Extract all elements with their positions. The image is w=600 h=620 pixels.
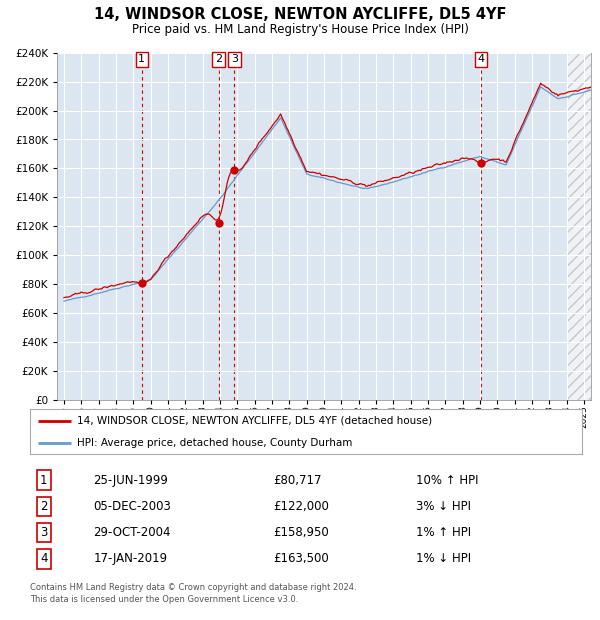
Text: 29-OCT-2004: 29-OCT-2004: [94, 526, 171, 539]
Text: HPI: Average price, detached house, County Durham: HPI: Average price, detached house, Coun…: [77, 438, 352, 448]
Text: 3: 3: [231, 55, 238, 64]
Text: 3: 3: [40, 526, 47, 539]
Text: 05-DEC-2003: 05-DEC-2003: [94, 500, 172, 513]
Text: £158,950: £158,950: [273, 526, 329, 539]
Text: 10% ↑ HPI: 10% ↑ HPI: [416, 474, 479, 487]
Text: 3% ↓ HPI: 3% ↓ HPI: [416, 500, 472, 513]
Text: 14, WINDSOR CLOSE, NEWTON AYCLIFFE, DL5 4YF: 14, WINDSOR CLOSE, NEWTON AYCLIFFE, DL5 …: [94, 7, 506, 22]
Text: 17-JAN-2019: 17-JAN-2019: [94, 552, 167, 565]
Text: 25-JUN-1999: 25-JUN-1999: [94, 474, 169, 487]
Text: 4: 4: [40, 552, 47, 565]
Text: 1: 1: [138, 55, 145, 64]
Text: This data is licensed under the Open Government Licence v3.0.: This data is licensed under the Open Gov…: [30, 595, 298, 604]
Text: £163,500: £163,500: [273, 552, 329, 565]
Text: 1% ↑ HPI: 1% ↑ HPI: [416, 526, 472, 539]
Text: Contains HM Land Registry data © Crown copyright and database right 2024.: Contains HM Land Registry data © Crown c…: [30, 583, 356, 592]
Text: 14, WINDSOR CLOSE, NEWTON AYCLIFFE, DL5 4YF (detached house): 14, WINDSOR CLOSE, NEWTON AYCLIFFE, DL5 …: [77, 416, 432, 426]
Text: 2: 2: [215, 55, 223, 64]
Text: 1: 1: [40, 474, 47, 487]
Text: 2: 2: [40, 500, 47, 513]
Text: £80,717: £80,717: [273, 474, 322, 487]
Text: Price paid vs. HM Land Registry's House Price Index (HPI): Price paid vs. HM Land Registry's House …: [131, 23, 469, 36]
Text: 4: 4: [478, 55, 484, 64]
Text: £122,000: £122,000: [273, 500, 329, 513]
Text: 1% ↓ HPI: 1% ↓ HPI: [416, 552, 472, 565]
